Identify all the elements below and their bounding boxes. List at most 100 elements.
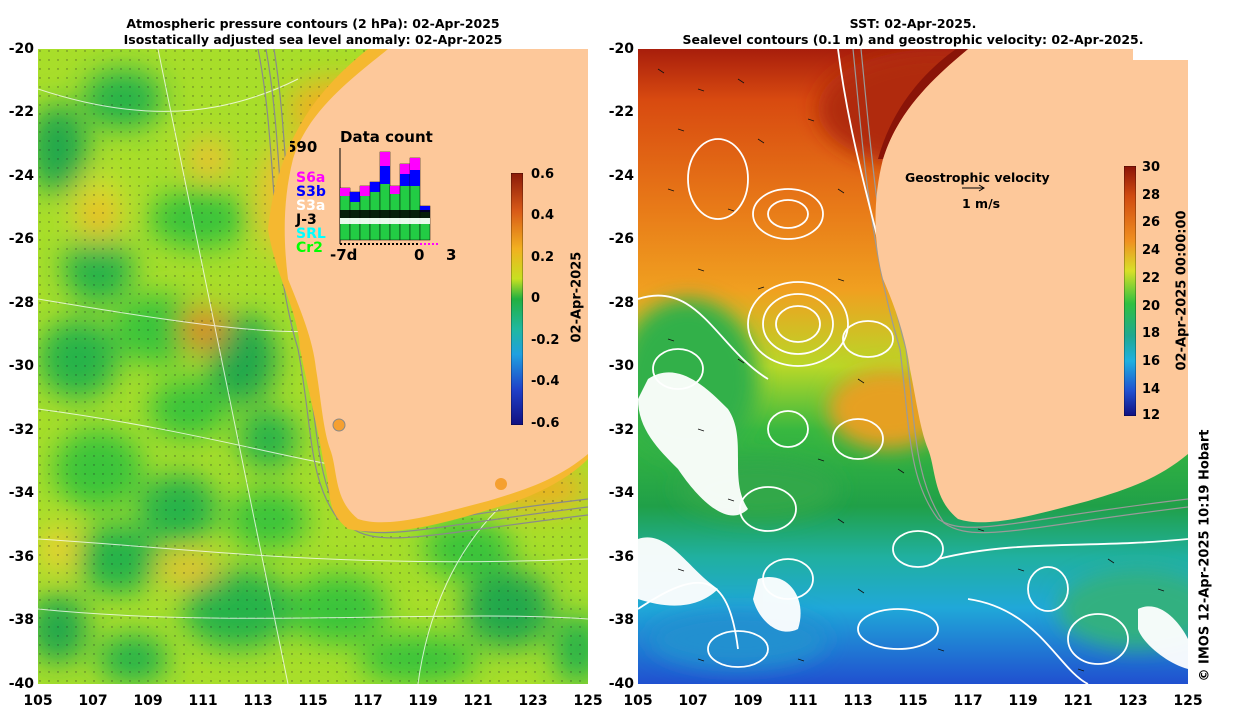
velocity-legend-scale: 1 m/s <box>962 196 1001 211</box>
left-lon-tick: 119 <box>408 693 438 709</box>
right-cb-tick: 30 <box>1142 160 1161 175</box>
count-bar <box>360 186 370 196</box>
left-lon-tick: 123 <box>518 693 548 709</box>
right-lat-tick: -36 <box>608 549 634 565</box>
right-lon-tick: 115 <box>898 693 928 709</box>
left-cb-tick: -0.2 <box>531 333 560 348</box>
right-lon-tick: 107 <box>678 693 708 709</box>
legend-s3b: S3b <box>296 184 326 200</box>
right-colorbar-label: 02-Apr-2025 00:00:00 <box>1174 210 1190 371</box>
right-lon-tick: 123 <box>1118 693 1148 709</box>
australia-land-right <box>875 49 1188 523</box>
left-colorbar <box>511 173 523 425</box>
sea-level-contours <box>638 49 1188 684</box>
right-title-line1: SST: 02-Apr-2025. <box>849 16 977 31</box>
left-lon-tick: 113 <box>243 693 273 709</box>
right-lat-tick: -30 <box>608 358 634 374</box>
right-lat-tick: -20 <box>608 41 634 57</box>
legend-s3a: S3a <box>296 198 325 214</box>
data-count-bars <box>339 151 431 241</box>
right-cb-tick: 26 <box>1142 215 1161 230</box>
right-cb-tick: 16 <box>1142 354 1161 369</box>
data-count-max: 590 <box>290 138 317 156</box>
left-lat-tick: -28 <box>8 295 34 311</box>
right-lon-tick: 113 <box>843 693 873 709</box>
right-cb-tick: 14 <box>1142 382 1161 397</box>
right-lon-tick: 117 <box>953 693 983 709</box>
right-lat-tick: -22 <box>608 104 634 120</box>
left-cb-tick: 0.4 <box>531 208 555 223</box>
right-colorbar <box>1124 166 1136 416</box>
data-count-inset: Data count 590 S6a S3b S3a J-3 SRL Cr2 -… <box>290 128 456 264</box>
left-title-line2: Isostatically adjusted sea level anomaly… <box>123 32 503 47</box>
right-lat-tick: -26 <box>608 231 634 247</box>
legend-s6a: S6a <box>296 170 325 186</box>
legend-j3: J-3 <box>295 212 317 228</box>
left-lat-tick: -22 <box>8 104 34 120</box>
island <box>332 418 346 432</box>
velocity-arrows <box>657 68 1165 672</box>
left-lon-tick: 125 <box>573 693 603 709</box>
left-lat-tick: -32 <box>8 422 34 438</box>
count-bar <box>400 164 410 174</box>
left-lat-tick: -24 <box>8 168 34 184</box>
left-lat-tick: -34 <box>8 485 34 501</box>
left-cb-tick: 0.6 <box>531 167 555 182</box>
count-bar <box>380 152 390 166</box>
left-lon-tick: 107 <box>78 693 108 709</box>
count-bar <box>340 218 430 224</box>
right-lat-tick: -34 <box>608 485 634 501</box>
right-lat-tick: -38 <box>608 612 634 628</box>
left-cb-tick: -0.6 <box>531 416 560 431</box>
right-cb-tick: 20 <box>1142 299 1161 314</box>
island <box>495 478 507 490</box>
left-cb-tick: -0.4 <box>531 374 560 389</box>
velocity-legend-title: Geostrophic velocity <box>905 170 1050 185</box>
inset-xlabel-end: 3 <box>446 246 456 264</box>
left-cb-tick: 0.2 <box>531 250 555 265</box>
right-lon-tick: 111 <box>788 693 818 709</box>
count-bar <box>340 188 350 196</box>
left-lat-tick: -36 <box>8 549 34 565</box>
right-lon-tick: 125 <box>1173 693 1203 709</box>
left-lat-tick: -26 <box>8 231 34 247</box>
left-lat-tick: -40 <box>8 676 34 692</box>
left-lat-tick: -30 <box>8 358 34 374</box>
legend-srl: SRL <box>296 226 326 242</box>
count-bar <box>390 186 400 194</box>
left-lon-tick: 111 <box>188 693 218 709</box>
left-lon-tick: 115 <box>298 693 328 709</box>
right-title-line2: Sealevel contours (0.1 m) and geostrophi… <box>682 32 1144 47</box>
right-cb-tick: 12 <box>1142 408 1161 423</box>
right-lat-tick: -28 <box>608 295 634 311</box>
left-lon-tick: 105 <box>23 693 53 709</box>
left-colorbar-label: 02-Apr-2025 <box>569 251 585 343</box>
right-map <box>638 49 1188 684</box>
count-bar <box>400 174 410 186</box>
right-lat-tick: -24 <box>608 168 634 184</box>
left-map <box>38 49 588 684</box>
right-cb-tick: 24 <box>1142 243 1161 258</box>
right-cb-tick: 28 <box>1142 188 1161 203</box>
right-lat-tick: -40 <box>608 676 634 692</box>
right-lon-tick: 105 <box>623 693 653 709</box>
inset-xlabel-start: -7d <box>330 246 357 264</box>
left-lon-tick: 121 <box>463 693 493 709</box>
inset-xlabel-zero: 0 <box>414 246 424 264</box>
count-bar <box>410 170 420 186</box>
count-bar <box>350 192 360 202</box>
right-cb-tick: 22 <box>1142 271 1161 286</box>
imos-credit: © IMOS 12-Apr-2025 10:19 Hobart <box>1197 429 1213 682</box>
left-lon-tick: 109 <box>133 693 163 709</box>
right-cb-tick: 18 <box>1142 326 1161 341</box>
count-bar <box>380 166 390 184</box>
count-bar <box>410 158 420 170</box>
right-lat-tick: -32 <box>608 422 634 438</box>
velocity-legend-arrow <box>962 184 985 192</box>
data-count-title: Data count <box>340 128 433 146</box>
left-lat-tick: -20 <box>8 41 34 57</box>
right-lon-tick: 109 <box>733 693 763 709</box>
left-lon-tick: 117 <box>353 693 383 709</box>
right-lon-tick: 121 <box>1063 693 1093 709</box>
cloud-gaps <box>638 372 1188 669</box>
